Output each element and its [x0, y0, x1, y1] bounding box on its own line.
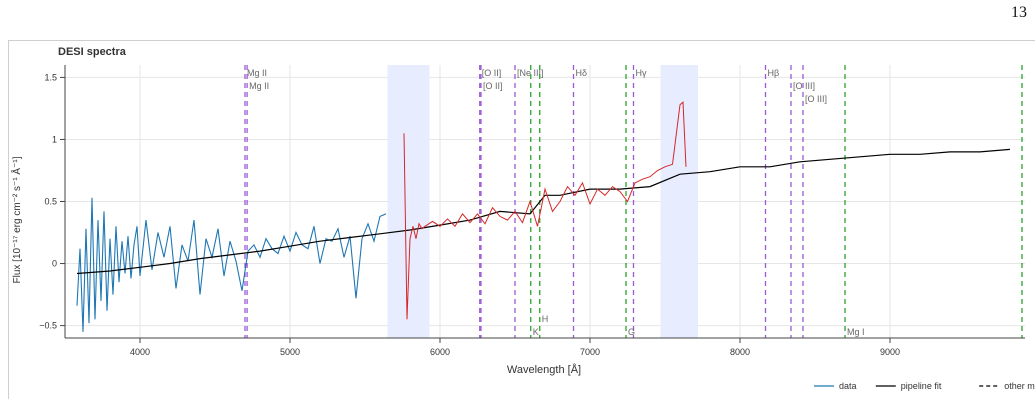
- chart-title: DESI spectra: [58, 46, 127, 58]
- emission-line-label: Hβ: [768, 68, 780, 78]
- emission-line-label: [O II]: [483, 81, 503, 91]
- emission-line-label: [Ne III]: [517, 68, 544, 78]
- emission-line-label: Hγ: [636, 68, 647, 78]
- axes: 4000 5000 6000 7000 8000 9000 −0.5 0 0.5 1 1.5: [39, 65, 1025, 357]
- absorption-line-label: H: [542, 314, 549, 324]
- y-axis-label: Flux [10⁻¹⁷ erg cm⁻² s⁻¹ Å⁻¹]: [10, 156, 23, 283]
- emission-line-label: Mg II: [249, 81, 269, 91]
- legend-label: other model: [1004, 381, 1035, 391]
- y-tick-label: −0.5: [39, 321, 57, 331]
- y-tick-label: 0.5: [44, 197, 57, 207]
- absorption-line-label: K: [533, 327, 539, 337]
- emission-line-label: [O III]: [793, 81, 815, 91]
- series: [76, 101, 1011, 332]
- legend-label: data: [839, 381, 857, 391]
- absorption-line-label: Mg I: [847, 327, 865, 337]
- spectral-line-markers: Mg II Mg II [O II] [O II] [Ne III] Hδ Hγ Hβ [O I…: [244, 65, 1023, 338]
- emission-line-label: [O III]: [805, 94, 827, 104]
- series-other-model: [403, 101, 687, 320]
- y-tick-label: 1: [52, 134, 57, 144]
- highlight-band: [660, 65, 698, 338]
- x-tick-label: 7000: [580, 347, 600, 357]
- series-pipeline-fit: [76, 148, 1011, 275]
- absorption-line-label: G: [628, 327, 635, 337]
- x-tick-label: 5000: [280, 347, 300, 357]
- x-tick-label: 8000: [730, 347, 750, 357]
- page-number: 13: [1011, 4, 1027, 21]
- emission-line-label: Mg II: [247, 68, 267, 78]
- spectrum-chart: Mg II Mg II [O II] [O II] [Ne III] Hδ Hγ Hβ [O I…: [10, 46, 1035, 391]
- x-tick-label: 4000: [130, 347, 150, 357]
- x-axis-label: Wavelength [Å]: [507, 363, 581, 376]
- y-tick-label: 1.5: [44, 72, 57, 82]
- emission-line-label: Hδ: [576, 68, 588, 78]
- series-data: [76, 197, 387, 332]
- x-tick-label: 9000: [880, 347, 900, 357]
- grid: [65, 65, 1025, 338]
- legend-label: pipeline fit: [901, 381, 942, 391]
- legend: data pipeline fit other model: [814, 381, 1035, 391]
- x-tick-label: 6000: [430, 347, 450, 357]
- plot-frame: [8, 40, 1035, 399]
- emission-line-label: [O II]: [482, 68, 502, 78]
- highlight-band: [387, 65, 430, 338]
- y-tick-label: 0: [52, 259, 57, 269]
